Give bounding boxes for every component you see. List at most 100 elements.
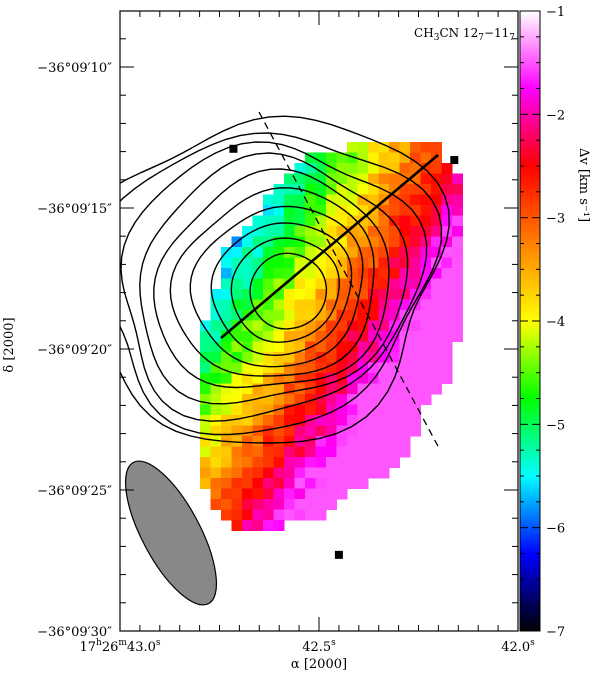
velocity-pixel: [326, 436, 337, 447]
velocity-pixel: [420, 257, 432, 269]
velocity-pixel: [242, 226, 253, 237]
velocity-pixel: [441, 247, 453, 258]
velocity-pixel: [315, 457, 327, 468]
velocity-pixel: [221, 478, 232, 489]
velocity-pixel: [431, 268, 442, 279]
velocity-pixel: [347, 341, 358, 353]
velocity-pixel: [410, 215, 421, 227]
colorbar-tick-label: −6: [546, 522, 565, 537]
velocity-pixel: [368, 215, 379, 227]
velocity-pixel: [263, 520, 274, 531]
velocity-pixel: [326, 289, 337, 300]
velocity-pixel: [231, 520, 243, 531]
velocity-pixel: [420, 226, 432, 237]
y-tick-label: −36°09′30″: [37, 625, 112, 640]
velocity-pixel: [336, 257, 348, 269]
velocity-pixel: [452, 247, 463, 258]
velocity-pixel: [294, 331, 306, 342]
velocity-pixel: [210, 457, 222, 468]
velocity-pixel: [326, 478, 337, 489]
velocity-pixel: [336, 205, 348, 216]
velocity-pixel: [284, 205, 295, 216]
velocity-pixel: [378, 383, 390, 395]
velocity-pixel: [368, 142, 379, 153]
velocity-pixel: [231, 404, 243, 416]
velocity-pixel: [263, 509, 274, 521]
velocity-pixel: [273, 436, 285, 447]
velocity-pixel: [399, 142, 411, 153]
velocity-pixel: [273, 320, 285, 332]
velocity-pixel: [284, 415, 295, 426]
velocity-pixel: [273, 299, 285, 311]
velocity-pixel: [294, 362, 306, 374]
y-tick-label: −36°09′15″: [37, 202, 112, 217]
colorbar-title: Δv [km s⁻¹]: [576, 148, 591, 222]
velocity-pixel: [389, 215, 400, 227]
velocity-pixel: [441, 205, 453, 216]
velocity-pixel: [221, 425, 232, 437]
velocity-pixel: [347, 226, 358, 237]
velocity-pixel: [347, 268, 358, 279]
velocity-pixel: [284, 331, 295, 342]
velocity-pixel: [263, 499, 274, 510]
contour-level: [169, 187, 375, 377]
velocity-pixel: [431, 152, 442, 164]
velocity-pixel: [263, 404, 274, 416]
colorbar-tick-label: −4: [546, 315, 565, 330]
velocity-pixel: [284, 383, 295, 395]
velocity-pixel: [336, 173, 348, 185]
velocity-pixel: [431, 383, 442, 395]
velocity-pixel: [378, 289, 390, 300]
velocity-pixel: [284, 184, 295, 195]
contour-level: [120, 115, 450, 444]
velocity-pixel: [431, 278, 442, 290]
velocity-pixel: [441, 173, 453, 185]
velocity-pixel: [273, 289, 285, 300]
velocity-pixel: [357, 415, 369, 426]
velocity-pixel: [294, 310, 306, 321]
velocity-pixel: [326, 247, 337, 258]
velocity-pixel: [368, 289, 379, 300]
velocity-pixel: [294, 268, 306, 279]
velocity-pixel: [410, 257, 421, 269]
velocity-pixel: [221, 457, 232, 468]
velocity-pixel: [326, 152, 337, 164]
velocity-pixel: [357, 446, 369, 458]
velocity-pixel: [315, 415, 327, 426]
velocity-pixel: [389, 226, 400, 237]
velocity-pixel: [315, 163, 327, 174]
velocity-pixel: [368, 247, 379, 258]
velocity-pixel: [420, 373, 432, 384]
velocity-pixel: [368, 194, 379, 206]
velocity-pixel: [315, 509, 327, 521]
velocity-pixel: [252, 257, 264, 269]
velocity-pixel: [357, 310, 369, 321]
velocity-pixel: [263, 236, 274, 248]
velocity-pixel: [326, 425, 337, 437]
velocity-pixel: [357, 173, 369, 185]
velocity-pixel: [431, 310, 442, 321]
velocity-pixel: [242, 446, 253, 458]
velocity-pixel: [431, 352, 442, 363]
velocity-pixel: [336, 278, 348, 290]
velocity-pixel: [326, 268, 337, 279]
velocity-pixel: [441, 299, 453, 311]
velocity-pixel: [357, 478, 369, 489]
velocity-pixel: [441, 268, 453, 279]
velocity-pixel: [389, 383, 400, 395]
velocity-pixel: [389, 152, 400, 164]
velocity-pixel: [389, 341, 400, 353]
velocity-pixel: [378, 457, 390, 468]
velocity-pixel: [315, 205, 327, 216]
velocity-pixel: [441, 320, 453, 332]
velocity-pixel: [368, 457, 379, 468]
velocity-pixel: [368, 436, 379, 447]
velocity-pixel: [210, 467, 222, 479]
velocity-pixel: [326, 331, 337, 342]
velocity-pixel: [252, 215, 264, 227]
velocity-pixel: [347, 184, 358, 195]
velocity-pixel: [389, 278, 400, 290]
velocity-pixel: [210, 478, 222, 489]
velocity-pixel: [284, 352, 295, 363]
velocity-pixel: [305, 184, 316, 195]
